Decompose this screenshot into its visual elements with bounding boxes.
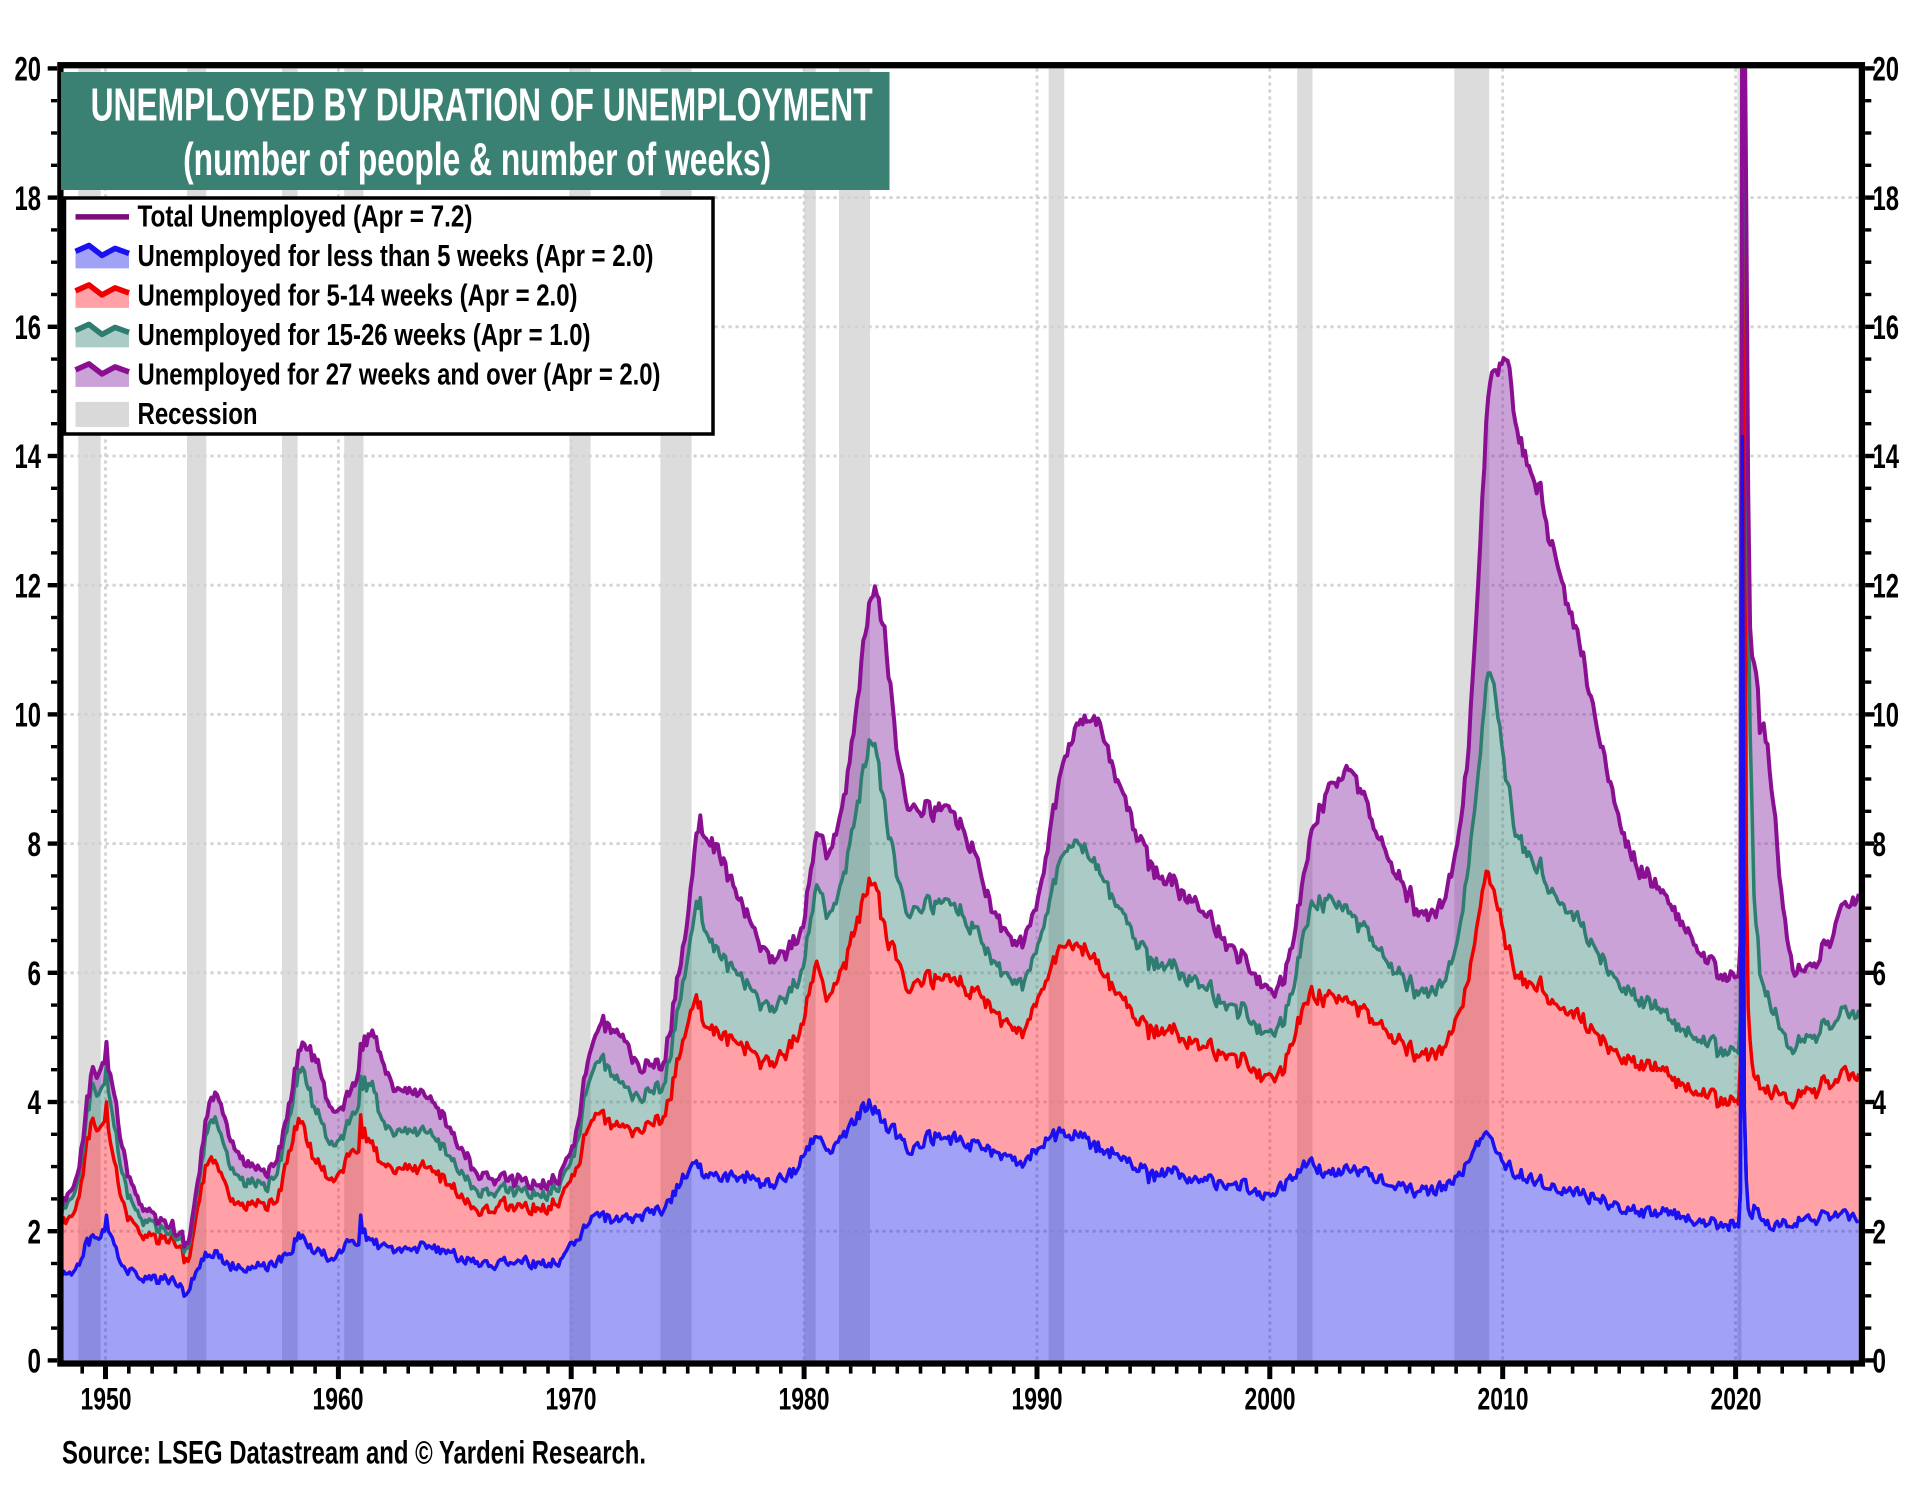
svg-text:0: 0 <box>28 1343 42 1381</box>
svg-text:0: 0 <box>1873 1343 1887 1381</box>
svg-text:8: 8 <box>1873 826 1887 864</box>
svg-text:2: 2 <box>1873 1213 1887 1251</box>
svg-text:Unemployed for 15-26 weeks (Ap: Unemployed for 15-26 weeks (Apr = 1.0) <box>138 317 591 352</box>
svg-text:(number of people & number of: (number of people & number of weeks) <box>183 133 771 185</box>
svg-text:1980: 1980 <box>779 1381 830 1417</box>
svg-text:Unemployed for 27 weeks and ov: Unemployed for 27 weeks and over (Apr = … <box>138 356 661 391</box>
svg-text:2000: 2000 <box>1245 1381 1296 1417</box>
svg-text:8: 8 <box>28 826 42 864</box>
svg-text:1950: 1950 <box>81 1381 132 1417</box>
svg-text:Recession: Recession <box>138 396 258 431</box>
svg-text:2020: 2020 <box>1711 1381 1762 1417</box>
svg-text:12: 12 <box>15 567 42 605</box>
svg-text:18: 18 <box>1873 180 1900 218</box>
svg-text:12: 12 <box>1873 567 1900 605</box>
svg-text:14: 14 <box>1873 438 1900 476</box>
svg-text:Unemployed for less than 5 wee: Unemployed for less than 5 weeks (Apr = … <box>138 238 654 273</box>
svg-text:UNEMPLOYED BY DURATION OF UNEM: UNEMPLOYED BY DURATION OF UNEMPLOYMENT <box>91 79 873 131</box>
svg-text:Source: LSEG Datastream and ©: Source: LSEG Datastream and © Yardeni Re… <box>62 1435 646 1471</box>
svg-text:6: 6 <box>28 955 42 993</box>
svg-text:20: 20 <box>1873 51 1900 89</box>
svg-text:2010: 2010 <box>1478 1381 1529 1417</box>
svg-text:1970: 1970 <box>546 1381 597 1417</box>
svg-text:1960: 1960 <box>313 1381 364 1417</box>
svg-text:18: 18 <box>15 180 42 218</box>
svg-text:16: 16 <box>15 309 42 347</box>
svg-text:10: 10 <box>1873 697 1900 735</box>
svg-text:6: 6 <box>1873 955 1887 993</box>
svg-text:Unemployed for 5-14 weeks (Apr: Unemployed for 5-14 weeks (Apr = 2.0) <box>138 277 578 312</box>
svg-text:16: 16 <box>1873 309 1900 347</box>
svg-text:2: 2 <box>28 1213 42 1251</box>
svg-text:Total Unemployed (Apr = 7.2): Total Unemployed (Apr = 7.2) <box>138 198 473 233</box>
svg-text:20: 20 <box>15 51 42 89</box>
svg-text:4: 4 <box>28 1084 42 1122</box>
svg-text:10: 10 <box>15 697 42 735</box>
svg-text:1990: 1990 <box>1012 1381 1063 1417</box>
svg-text:14: 14 <box>15 438 42 476</box>
svg-text:4: 4 <box>1873 1084 1887 1122</box>
